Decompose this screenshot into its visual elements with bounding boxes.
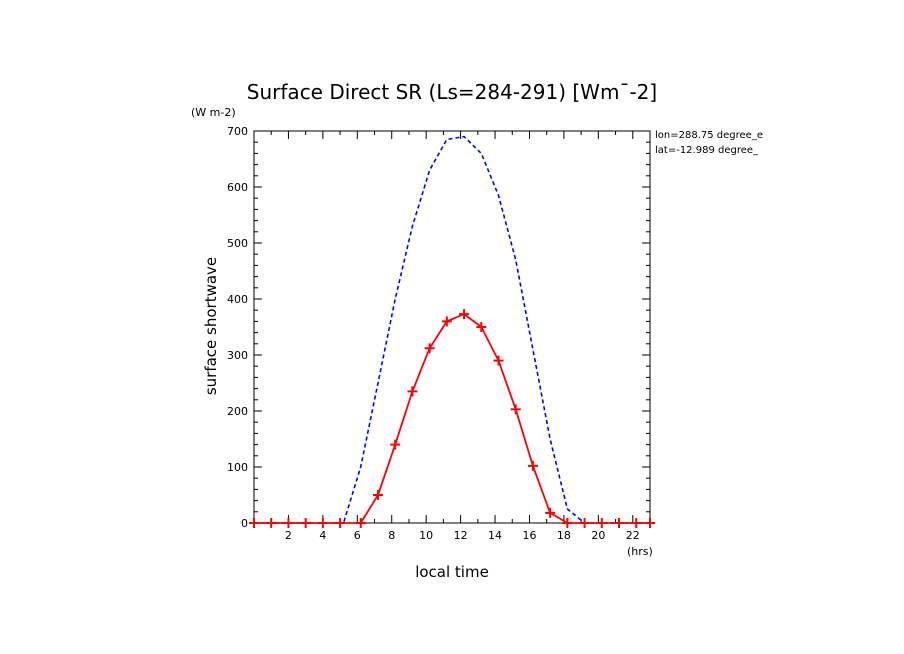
data-point: [596, 518, 607, 528]
x-axis-label: local time: [415, 563, 489, 581]
x-tick-label: 6: [354, 529, 361, 542]
series-layer: [249, 135, 655, 528]
data-point: [493, 355, 504, 366]
y-tick-label: 100: [227, 461, 248, 474]
x-tick-label: 20: [591, 529, 605, 542]
data-point: [614, 518, 625, 528]
x-tick-label: 10: [419, 529, 433, 542]
y-tick-label: 0: [241, 517, 248, 530]
data-point: [317, 518, 328, 528]
data-point: [562, 518, 573, 528]
y-tick-label: 200: [227, 405, 248, 418]
x-tick-label: 16: [522, 529, 536, 542]
data-point: [579, 518, 590, 528]
y-units-label: (W m-2): [191, 106, 236, 119]
y-axis-label: surface shortwave: [202, 257, 220, 395]
y-tick-label: 400: [227, 293, 248, 306]
data-point: [266, 518, 277, 528]
data-point: [407, 386, 418, 397]
data-point: [510, 404, 521, 415]
data-point: [631, 518, 642, 528]
y-tick-label: 700: [227, 125, 248, 138]
y-tick-label: 500: [227, 237, 248, 250]
data-point: [645, 518, 655, 528]
data-point: [441, 316, 452, 327]
data-point: [335, 518, 346, 528]
data-point: [300, 518, 311, 528]
x-tick-label: 4: [319, 529, 326, 542]
data-point: [355, 518, 366, 528]
data-point: [459, 309, 470, 320]
data-point: [372, 490, 383, 500]
axes: 2 4 6 8 10 12 14 16 18 20 22 0 100 200 300 400 500 600 700: [227, 125, 651, 542]
plot-frame: [253, 130, 651, 524]
x-tick-label: 8: [388, 529, 395, 542]
y-tick-label: 600: [227, 181, 248, 194]
x-tick-label: 18: [557, 529, 571, 542]
data-point: [249, 518, 259, 528]
x-units-label: (hrs): [627, 545, 653, 558]
data-point: [545, 507, 556, 518]
annotation-lat: lat=-12.989 degree_: [655, 145, 759, 156]
data-point: [283, 518, 294, 528]
data-point: [527, 460, 538, 471]
data-point: [390, 439, 401, 450]
chart-title: Surface Direct SR (Ls=284-291) [Wm¯-2]: [247, 80, 657, 104]
x-tick-label: 2: [285, 529, 292, 542]
data-point: [476, 322, 487, 332]
x-tick-label: 14: [488, 529, 502, 542]
annotation-lon: lon=288.75 degree_e: [655, 130, 763, 141]
x-tick-label: 22: [626, 529, 640, 542]
data-point: [424, 343, 435, 354]
x-tick-label: 12: [454, 529, 468, 542]
y-tick-label: 300: [227, 349, 248, 362]
